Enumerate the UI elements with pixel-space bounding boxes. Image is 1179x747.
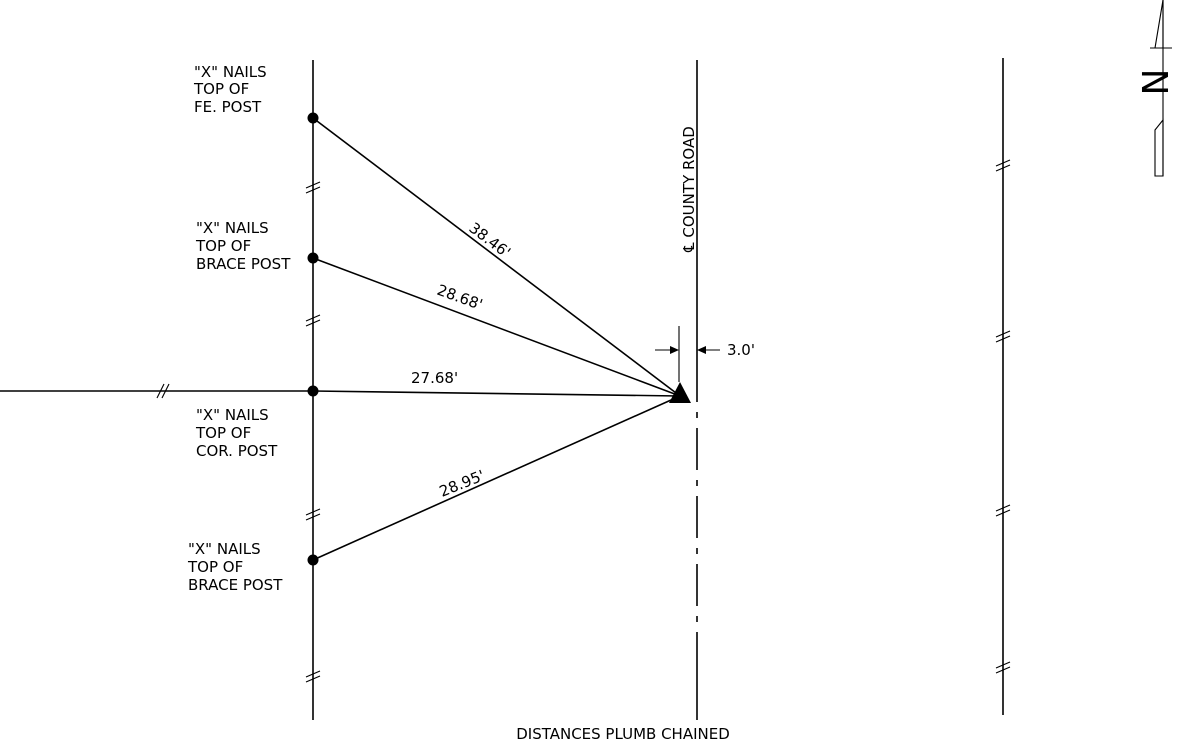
break-mark-west (156, 383, 170, 399)
offset-label: 3.0' (727, 341, 755, 359)
svg-text:TOP OF: TOP OF (195, 237, 251, 255)
break-marks-right (995, 159, 1011, 674)
break-marks-left (305, 181, 321, 683)
tie-line-4 (312, 395, 681, 561)
svg-text:"X" NAILS: "X" NAILS (196, 406, 269, 424)
point-label-3: "X" NAILS TOP OF COR. POST (195, 406, 278, 460)
svg-text:FE. POST: FE. POST (194, 98, 262, 116)
distance-label-1: 38.46' (466, 219, 514, 262)
diagram-note: DISTANCES PLUMB CHAINED (516, 725, 730, 743)
north-arrow-icon: N (1136, 0, 1177, 177)
nail-point-4 (307, 554, 319, 566)
north-letter: N (1136, 69, 1177, 96)
nail-point-2 (307, 252, 319, 264)
svg-text:"X" NAILS: "X" NAILS (188, 540, 261, 558)
point-label-4: "X" NAILS TOP OF BRACE POST (187, 540, 283, 594)
svg-text:TOP OF: TOP OF (193, 80, 249, 98)
distance-label-4: 28.95' (437, 466, 487, 500)
road-label: ℄ COUNTY ROAD (680, 126, 698, 253)
nail-point-1 (307, 112, 319, 124)
svg-text:"X" NAILS: "X" NAILS (194, 63, 267, 81)
tie-line-3 (312, 390, 681, 397)
offset-dimension (655, 326, 720, 382)
svg-text:BRACE POST: BRACE POST (188, 576, 283, 594)
distance-label-2: 28.68' (435, 281, 485, 314)
point-label-2: "X" NAILS TOP OF BRACE POST (195, 219, 291, 273)
point-label-1: "X" NAILS TOP OF FE. POST (193, 63, 267, 116)
svg-text:TOP OF: TOP OF (195, 424, 251, 442)
distance-label-3: 27.68' (411, 369, 458, 387)
tie-line-2 (312, 257, 681, 397)
svg-text:TOP OF: TOP OF (187, 558, 243, 576)
tie-line-1 (312, 117, 681, 397)
nail-point-3 (307, 385, 319, 397)
svg-text:"X" NAILS: "X" NAILS (196, 219, 269, 237)
svg-text:BRACE POST: BRACE POST (196, 255, 291, 273)
svg-text:COR. POST: COR. POST (196, 442, 278, 460)
control-point-triangle (669, 382, 691, 403)
